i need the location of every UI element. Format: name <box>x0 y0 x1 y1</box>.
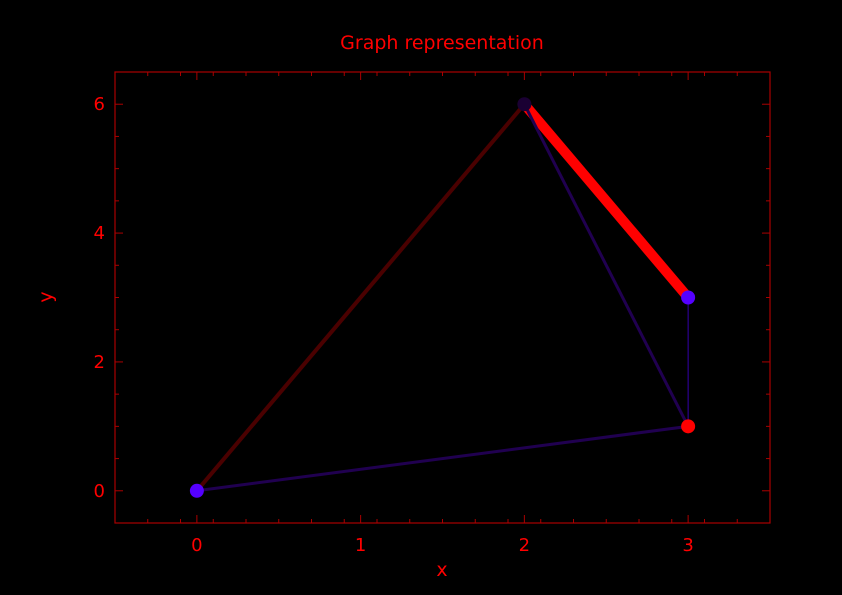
graph-node-3 <box>681 419 696 434</box>
graph-node-0 <box>189 483 204 498</box>
graph-node-1 <box>517 97 532 112</box>
y-axis-label: y <box>35 291 57 302</box>
x-tick-label: 1 <box>355 535 366 556</box>
graph-edge-2 <box>523 103 690 428</box>
chart-title: Graph representation <box>340 32 544 54</box>
graph-node-2 <box>681 290 696 305</box>
edges-layer <box>195 100 692 493</box>
y-tick-label: 2 <box>94 352 105 373</box>
graph-edge-0 <box>195 102 526 493</box>
graph-edge-3 <box>196 424 689 493</box>
x-axis-label: x <box>436 559 447 581</box>
x-tick-label: 2 <box>519 535 530 556</box>
nodes-layer <box>189 97 696 498</box>
x-tick-label: 3 <box>682 535 693 556</box>
x-tick-label: 0 <box>191 535 202 556</box>
y-tick-label: 4 <box>94 223 105 244</box>
y-tick-label: 0 <box>94 481 105 502</box>
ticks-layer: 0 1 2 3 0 2 4 6 <box>94 71 771 556</box>
y-tick-label: 6 <box>94 94 105 115</box>
graph-edge-1 <box>520 100 692 301</box>
